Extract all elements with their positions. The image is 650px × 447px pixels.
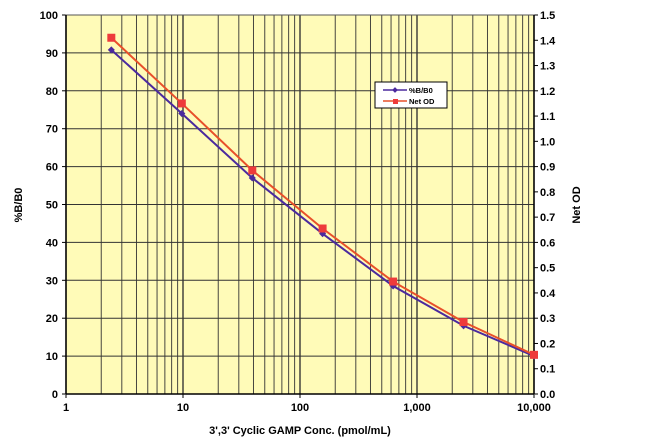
y-tick-label: 20: [46, 313, 58, 325]
y-tick-label: 40: [46, 237, 58, 249]
y2-tick-label: 0.9: [540, 162, 555, 174]
y-tick-label: 80: [46, 86, 58, 98]
y-tick-label: 50: [46, 200, 58, 212]
x-tick-label: 100: [291, 402, 309, 414]
legend-marker-netod: [393, 99, 398, 104]
y-tick-label: 70: [46, 124, 58, 136]
y2-tick-label: 1.1: [540, 111, 555, 123]
data-point-netod: [530, 350, 538, 359]
y-tick-label: 90: [46, 48, 58, 60]
x-tick-label: 1: [63, 402, 69, 414]
series: [107, 33, 538, 360]
data-point-netod: [248, 166, 257, 175]
x-tick-label: 10,000: [517, 402, 551, 414]
data-point-netod: [107, 33, 116, 42]
y-axis-label: %B/B0: [13, 188, 25, 223]
data-point-netod: [459, 317, 468, 326]
y2-tick-label: 1.2: [540, 86, 555, 98]
data-point-bb0: [178, 110, 186, 118]
y2-tick-label: 0.7: [540, 212, 555, 224]
legend: %B/B0 Net OD: [374, 81, 448, 109]
grid: [65, 14, 535, 395]
y2-tick-label: 1.3: [540, 61, 555, 73]
y2-tick-label: 1.0: [540, 136, 555, 148]
y2-tick-label: 0.5: [540, 263, 555, 275]
x-axis-label: 3',3' Cyclic GAMP Conc. (pmol/mL): [209, 425, 391, 437]
y2-tick-label: 0.3: [540, 313, 555, 325]
data-point-netod: [318, 224, 327, 233]
x-tick-label: 10: [177, 402, 189, 414]
y2-tick-label: 1.5: [540, 10, 555, 22]
y2-axis-label: Net OD: [571, 186, 583, 223]
legend-label-netod: Net OD: [409, 97, 435, 106]
y-tick-label: 0: [52, 389, 58, 401]
y2-tick-label: 0.4: [540, 288, 556, 300]
y2-tick-label: 0.6: [540, 237, 555, 249]
legend-marker-bb0: [392, 87, 398, 93]
y-tick-label: 60: [46, 162, 58, 174]
y2-tick-label: 0.1: [540, 364, 555, 376]
y-tick-label: 30: [46, 275, 58, 287]
data-point-bb0: [248, 174, 256, 182]
y-tick-label: 100: [40, 10, 58, 22]
data-point-netod: [177, 99, 186, 108]
y2-tick-label: 0.0: [540, 389, 555, 401]
y2-tick-label: 0.2: [540, 338, 555, 350]
y2-tick-label: 0.8: [540, 187, 555, 199]
y2-tick-label: 1.4: [540, 35, 556, 47]
x-tick-label: 1,000: [403, 402, 431, 414]
axes: 0 10 20 30 40 50 60 70 80 90 100 0.0 0.1 0.2 0.3 0.4 0.5…: [40, 10, 557, 414]
data-point-netod: [389, 277, 398, 286]
legend-label-bb0: %B/B0: [409, 86, 433, 95]
y-tick-label: 10: [46, 351, 58, 363]
